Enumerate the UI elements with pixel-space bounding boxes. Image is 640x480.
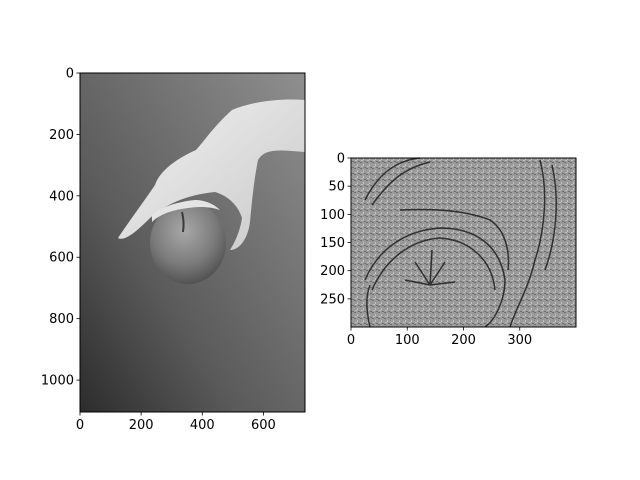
left-y-tick-label: 600	[49, 251, 74, 266]
left-x-tick-label: 400	[190, 418, 215, 433]
right-x-tick-label: 300	[507, 333, 532, 348]
right-x-tick-label: 100	[395, 333, 420, 348]
left-y-tick-label: 400	[49, 189, 74, 204]
right-y-tick-label: 250	[320, 292, 345, 307]
left-y-tick-label: 800	[49, 312, 74, 327]
left-x-tick-label: 200	[129, 418, 154, 433]
right-x-tick-label: 200	[451, 333, 476, 348]
left-y-ticks: 0 200 400 600 800 1000	[41, 67, 80, 389]
left-image-axes: 0 200 400 600 0 200 400 600 800 1000	[41, 67, 306, 433]
left-y-tick-label: 0	[66, 67, 74, 82]
left-x-tick-label: 0	[76, 418, 84, 433]
left-image-photo	[80, 73, 305, 412]
right-y-tick-label: 100	[320, 208, 345, 223]
right-y-tick-label: 150	[320, 236, 345, 251]
right-y-tick-label: 0	[337, 152, 345, 167]
left-y-tick-label: 200	[49, 128, 74, 143]
right-y-ticks: 0 50 100 150 200 250	[320, 152, 351, 307]
left-x-tick-label: 600	[251, 418, 276, 433]
left-axes-frame	[79, 72, 306, 413]
right-x-ticks: 0 100 200 300	[347, 327, 532, 348]
right-y-tick-label: 200	[320, 264, 345, 279]
right-image-edges	[351, 157, 576, 328]
right-image-axes: 0 100 200 300 0 50 100 150 200 250	[320, 152, 577, 348]
left-y-tick-label: 1000	[41, 374, 74, 389]
left-x-ticks: 0 200 400 600	[76, 412, 276, 433]
right-x-tick-label: 0	[347, 333, 355, 348]
right-y-tick-label: 50	[328, 180, 345, 195]
